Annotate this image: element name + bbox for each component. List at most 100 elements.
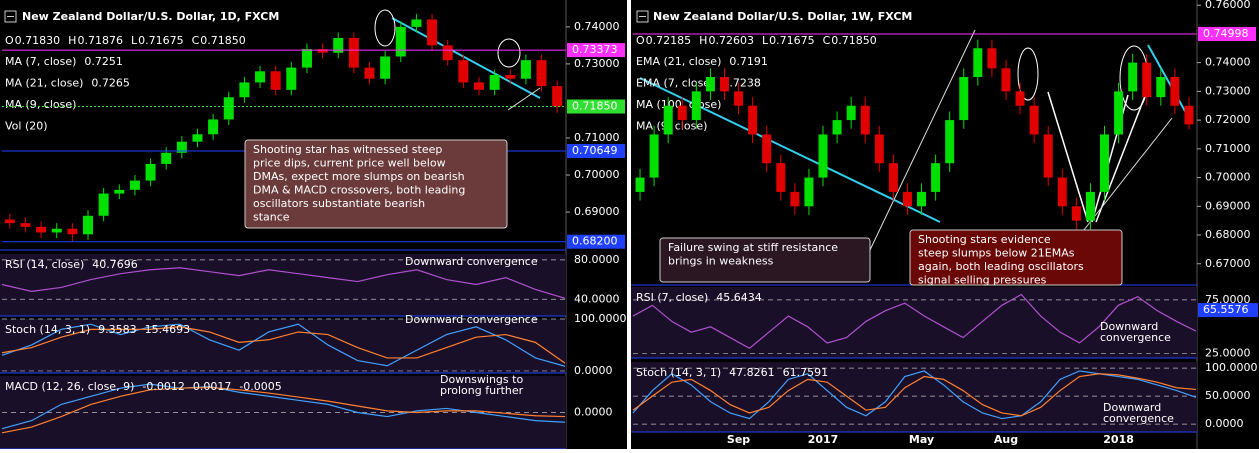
y-tick-label: 0.73000 xyxy=(1205,84,1251,97)
y-tick-label: 50.0000 xyxy=(1205,389,1251,402)
annotation-text: brings in weakness xyxy=(668,255,774,268)
ohlc-key: C xyxy=(823,34,831,47)
price-level-box xyxy=(567,43,625,58)
candle-body xyxy=(973,48,983,77)
y-tick-label: 0.71000 xyxy=(574,131,620,144)
y-tick-label: 40.0000 xyxy=(574,292,620,305)
candle-body xyxy=(691,91,701,121)
candle-body xyxy=(223,97,234,120)
candle-body xyxy=(301,49,312,68)
annotation-text: DMAs, expect more slumps on bearish xyxy=(253,170,465,183)
annotation-text: oscillators substantiate bearish xyxy=(253,197,425,210)
legend-value: 0.7191 xyxy=(729,55,768,68)
pane-readout: 15.4693 xyxy=(145,323,191,336)
pane-annotation: Downward xyxy=(1100,320,1158,333)
candle-body xyxy=(1170,76,1180,106)
candle-body xyxy=(192,134,203,142)
legend-name: Vol (20) xyxy=(5,120,48,133)
candle-body xyxy=(931,163,941,192)
pane-readout: 0.0017 xyxy=(193,380,232,393)
annotation-text: Shooting star has witnessed steep xyxy=(253,143,442,156)
candle-body xyxy=(442,45,453,61)
pane-annotation: convergence xyxy=(1100,331,1171,344)
pane-label: MACD (12, 26, close, 9) xyxy=(5,380,134,393)
pane-annotation: Downward convergence xyxy=(405,255,538,268)
candle-body xyxy=(902,191,912,207)
pane-readout: 9.3583 xyxy=(98,323,137,336)
ohlc-value: 0.71675 xyxy=(138,34,184,47)
ohlc-value: 0.71850 xyxy=(200,34,246,47)
annotation-text: DMA & MACD crossovers, both leading xyxy=(253,184,465,197)
pane-label: RSI (7, close) xyxy=(636,291,708,304)
x-tick-label: May xyxy=(909,433,934,446)
candle-body xyxy=(1114,91,1124,135)
candle-body xyxy=(1015,91,1025,106)
candle-body xyxy=(987,48,997,69)
annotation-box xyxy=(244,139,508,229)
candle-body xyxy=(4,219,15,224)
candle-body xyxy=(114,189,125,194)
annotation-text: signal selling pressures xyxy=(918,274,1047,287)
annotation-text: again, both leading oscillators xyxy=(918,260,1084,273)
candle-body xyxy=(458,60,469,83)
legend-name: EMA (7, close) xyxy=(636,77,714,90)
candle-body xyxy=(1029,105,1039,135)
candle-body xyxy=(635,177,645,192)
annotation-text: Shooting stars evidence xyxy=(918,233,1051,246)
ohlc-key: L xyxy=(762,34,769,47)
pane-readout: -0.0005 xyxy=(239,380,281,393)
candle-body xyxy=(36,226,47,233)
indicator-line xyxy=(1,267,566,299)
candle-body xyxy=(176,141,187,153)
candle-body xyxy=(83,215,94,235)
y-tick-label: 0.68000 xyxy=(1205,228,1251,241)
price-level-box xyxy=(567,143,625,158)
annotation-box xyxy=(659,237,871,283)
y-tick-label: 80.0000 xyxy=(574,253,620,266)
x-tick-label: 2018 xyxy=(1103,433,1134,446)
candle-body xyxy=(51,228,62,233)
candle-body xyxy=(818,134,828,178)
ohlc-value: 0.71830 xyxy=(15,34,61,47)
candle-body xyxy=(395,26,406,57)
legend-name: MA (7, close) xyxy=(5,55,76,68)
candle-body xyxy=(348,37,359,68)
candle-body xyxy=(145,163,156,181)
annotation-box xyxy=(909,229,1123,286)
legend-value: 0.7265 xyxy=(91,77,130,90)
ohlc-value: 0.71876 xyxy=(77,34,123,47)
candle-body xyxy=(1100,134,1110,192)
candle-body xyxy=(762,134,772,164)
y-tick-label: 0.76000 xyxy=(1205,0,1251,11)
y-tick-label: 0.0000 xyxy=(574,364,613,377)
price-level-label: 0.71850 xyxy=(572,99,618,112)
axis-box xyxy=(1198,303,1258,318)
candle-body xyxy=(804,177,814,207)
y-tick-label: 0.70000 xyxy=(1205,171,1251,184)
price-level-box xyxy=(567,234,625,249)
ohlc-key: O xyxy=(5,34,14,47)
candle-body xyxy=(776,163,786,192)
candle-body xyxy=(832,120,842,135)
indicator-line xyxy=(1,383,566,430)
indicator-line xyxy=(1,326,566,364)
candle-body xyxy=(520,60,531,79)
pane-annotation: convergence xyxy=(1103,412,1174,425)
pane-annotation: Downswings to xyxy=(440,373,523,386)
candle-body xyxy=(649,134,659,178)
candle-body xyxy=(380,56,391,79)
y-tick-label: 0.0000 xyxy=(574,406,613,419)
candle-body xyxy=(536,60,547,87)
candle-body xyxy=(1142,62,1152,98)
legend-value: 0.7238 xyxy=(722,77,761,90)
pane-label: Stoch (14, 3, 1) xyxy=(636,366,721,379)
candle-body xyxy=(473,82,484,90)
candle-body xyxy=(505,75,516,79)
candle-body xyxy=(317,49,328,53)
chart-title: New Zealand Dollar/U.S. Dollar, 1W, FXCM xyxy=(653,10,912,23)
pane-annotation: Downward convergence xyxy=(405,313,538,326)
y-tick-label: 100.0000 xyxy=(1205,361,1258,374)
candle-body xyxy=(161,152,172,164)
